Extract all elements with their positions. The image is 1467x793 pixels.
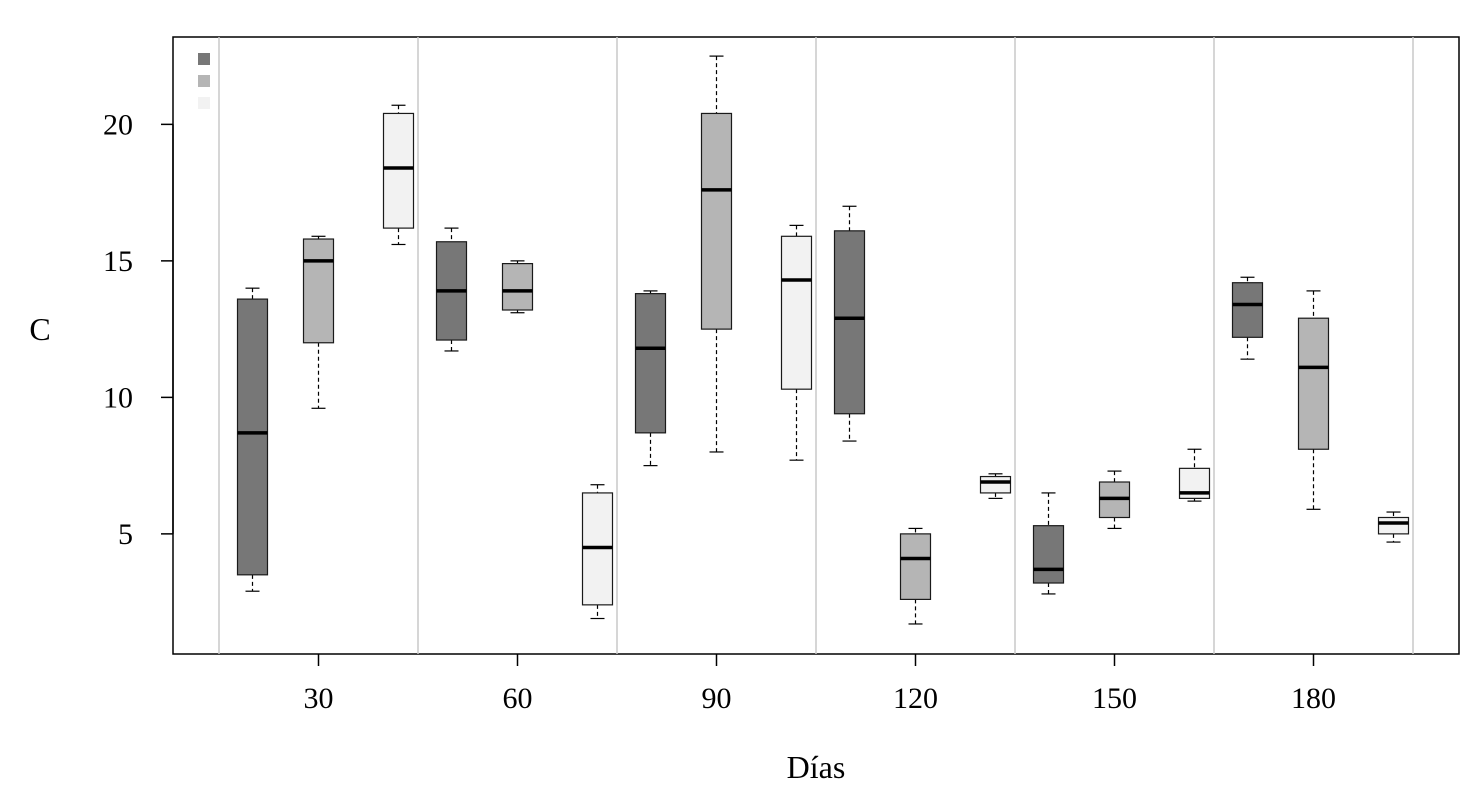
box-plot (302, 235, 335, 409)
box-iqr (1377, 516, 1410, 535)
box-iqr (501, 262, 534, 311)
box-plot (1377, 511, 1410, 543)
box-iqr (1231, 282, 1264, 338)
box-plot (581, 484, 614, 620)
box-plot (1032, 492, 1065, 595)
box-plot (634, 290, 667, 467)
box-iqr (1032, 525, 1065, 584)
box-iqr (382, 112, 415, 229)
box-plot (435, 227, 468, 352)
x-tick-label: 90 (702, 682, 732, 715)
x-tick-label: 30 (304, 682, 334, 715)
y-tick-label: 20 (103, 108, 133, 141)
box-iqr (302, 238, 335, 344)
box-plot (1098, 470, 1131, 530)
y-axis-title: C (29, 311, 50, 347)
box-plot (899, 527, 932, 625)
y-tick-label: 15 (103, 245, 133, 278)
x-axis: 30 60 90 120 150 180 (304, 654, 1336, 715)
box-iqr (780, 235, 813, 390)
y-tick-label: 5 (118, 518, 133, 551)
box-plot (501, 260, 534, 314)
box-iqr (236, 298, 269, 576)
legend (198, 53, 210, 109)
x-tick-label: 180 (1291, 682, 1336, 715)
box-iqr (833, 230, 866, 415)
group-separators (218, 37, 1414, 654)
legend-swatch (198, 53, 210, 65)
box-iqr (1297, 317, 1330, 450)
x-tick-label: 60 (503, 682, 533, 715)
x-tick-label: 150 (1092, 682, 1137, 715)
y-axis: 5 10 15 20 (103, 108, 174, 551)
box-plot (833, 205, 866, 442)
box-plot (780, 224, 813, 461)
legend-swatch (198, 97, 210, 109)
x-tick-label: 120 (893, 682, 938, 715)
box-iqr (979, 475, 1012, 494)
y-tick-label: 10 (103, 381, 133, 414)
x-axis-title: Días (787, 749, 846, 785)
box-series (236, 55, 1410, 625)
box-plot (700, 55, 733, 453)
box-iqr (700, 112, 733, 330)
box-plot (1231, 276, 1264, 360)
box-plot (1297, 290, 1330, 510)
box-plot (979, 473, 1012, 499)
box-plot (382, 104, 415, 246)
box-plot (236, 287, 269, 592)
box-iqr (899, 533, 932, 600)
box-iqr (634, 293, 667, 434)
legend-swatch (198, 75, 210, 87)
box-plot (1178, 448, 1211, 502)
